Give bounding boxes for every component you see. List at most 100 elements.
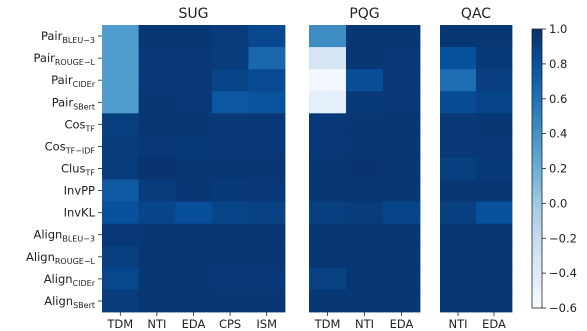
heatmap-cell — [211, 135, 249, 158]
heatmap-cell — [102, 91, 139, 114]
column-label: NTI — [355, 317, 374, 331]
heatmap-cell — [440, 91, 477, 114]
heatmap-cell — [102, 179, 139, 203]
heatmap-cell — [476, 69, 513, 92]
heatmap-cell — [175, 289, 213, 313]
heatmap-cell — [440, 25, 477, 48]
heatmap-cell — [211, 223, 249, 247]
colorbar-tick-label: −0.6 — [549, 301, 577, 315]
heatmap-cell — [211, 179, 249, 203]
heatmap-cell — [248, 179, 286, 203]
heatmap-cell — [440, 201, 477, 225]
heatmap-cell — [383, 113, 421, 136]
heatmap-cell — [440, 267, 477, 291]
heatmap-cell — [175, 25, 213, 48]
column-label: TDM — [106, 317, 133, 331]
colorbar-tick-label: 0.0 — [549, 196, 567, 210]
row-label: AlignBLEU−3 — [33, 228, 95, 244]
heatmap-cell — [346, 135, 384, 158]
heatmap-cell — [476, 47, 513, 70]
colorbar-tick-label: 1.0 — [549, 22, 567, 36]
heatmap-cell — [346, 245, 384, 269]
column-label: TDM — [314, 317, 341, 331]
heatmap-cell — [383, 201, 421, 225]
heatmap-cell — [248, 223, 286, 247]
colorbar-tick-label: 0.4 — [549, 127, 567, 141]
heatmap-cell — [211, 267, 249, 291]
heatmap-cell — [102, 223, 139, 247]
heatmap-cell — [383, 289, 421, 313]
heatmap-cell — [102, 113, 139, 136]
heatmap-cell — [175, 69, 213, 92]
heatmap-cell — [440, 113, 477, 136]
panel-qac: QAC NTI EDA — [440, 6, 513, 331]
heatmap-cell — [309, 289, 347, 313]
heatmap-cell — [309, 25, 347, 48]
colorbar-tick-label: 0.2 — [549, 162, 567, 176]
heatmap-cell — [248, 91, 286, 114]
column-label: EDA — [482, 317, 506, 331]
column-label: EDA — [182, 317, 206, 331]
heatmap-cell — [440, 69, 477, 92]
heatmap-cell — [440, 245, 477, 269]
heatmap-cell — [175, 157, 213, 180]
column-label: ISM — [256, 317, 277, 331]
row-label: AlignSBert — [44, 294, 95, 310]
heatmap-cell — [476, 135, 513, 158]
heatmap-cell — [102, 47, 139, 70]
heatmap-cell — [102, 289, 139, 313]
heatmap-panels: SUG TDM NTI EDA CPS ISM PQG TDM NTI EDA QAC NTI EDA — [102, 6, 513, 331]
panel-title: SUG — [179, 6, 209, 22]
heatmap-cell — [309, 267, 347, 291]
heatmap-cell — [383, 91, 421, 114]
heatmap-cell — [211, 289, 249, 313]
row-label: PairSBert — [52, 95, 95, 111]
heatmap-cell — [175, 223, 213, 247]
heatmap-cell — [138, 157, 176, 180]
heatmap-cell — [309, 223, 347, 247]
heatmap-cell — [309, 47, 347, 70]
heatmap-cell — [175, 201, 213, 225]
heatmap-cell — [346, 157, 384, 180]
heatmap-cell — [138, 91, 176, 114]
panel-sug: SUG TDM NTI EDA CPS ISM — [102, 6, 286, 331]
heatmap-cell — [476, 157, 513, 180]
colorbar-gradient — [532, 29, 542, 308]
row-label: CosTF−IDF — [45, 139, 96, 155]
heatmap-cell — [383, 267, 421, 291]
heatmap-cell — [138, 113, 176, 136]
heatmap-cell — [309, 201, 347, 225]
column-label: NTI — [448, 317, 467, 331]
heatmap-cell — [476, 267, 513, 291]
heatmap-cell — [138, 223, 176, 247]
heatmap-cell — [440, 223, 477, 247]
heatmap-cell — [309, 179, 347, 203]
heatmap-cell — [102, 157, 139, 180]
heatmap-cell — [248, 245, 286, 269]
heatmap-cell — [102, 69, 139, 92]
column-label: EDA — [390, 317, 414, 331]
heatmap-cell — [346, 69, 384, 92]
heatmap-cell — [476, 179, 513, 203]
heatmap-cell — [440, 47, 477, 70]
panel-pqg: PQG TDM NTI EDA — [309, 6, 421, 331]
heatmap-cell — [248, 69, 286, 92]
heatmap-cell — [138, 25, 176, 48]
heatmap-cell — [248, 267, 286, 291]
heatmap-cell — [102, 245, 139, 269]
heatmap-cell — [175, 91, 213, 114]
heatmap-cell — [102, 25, 139, 48]
heatmap-cell — [476, 245, 513, 269]
panel-title: QAC — [461, 6, 491, 22]
heatmap-cell — [476, 91, 513, 114]
heatmap-cell — [346, 47, 384, 70]
panel-title: PQG — [349, 6, 379, 22]
row-label: CosTF — [64, 117, 95, 133]
column-label: NTI — [147, 317, 166, 331]
heatmap-cell — [211, 91, 249, 114]
heatmap-cell — [248, 113, 286, 136]
heatmap-cell — [138, 201, 176, 225]
heatmap-cell — [440, 179, 477, 203]
heatmap-cell — [211, 25, 249, 48]
heatmap-cell — [383, 135, 421, 158]
